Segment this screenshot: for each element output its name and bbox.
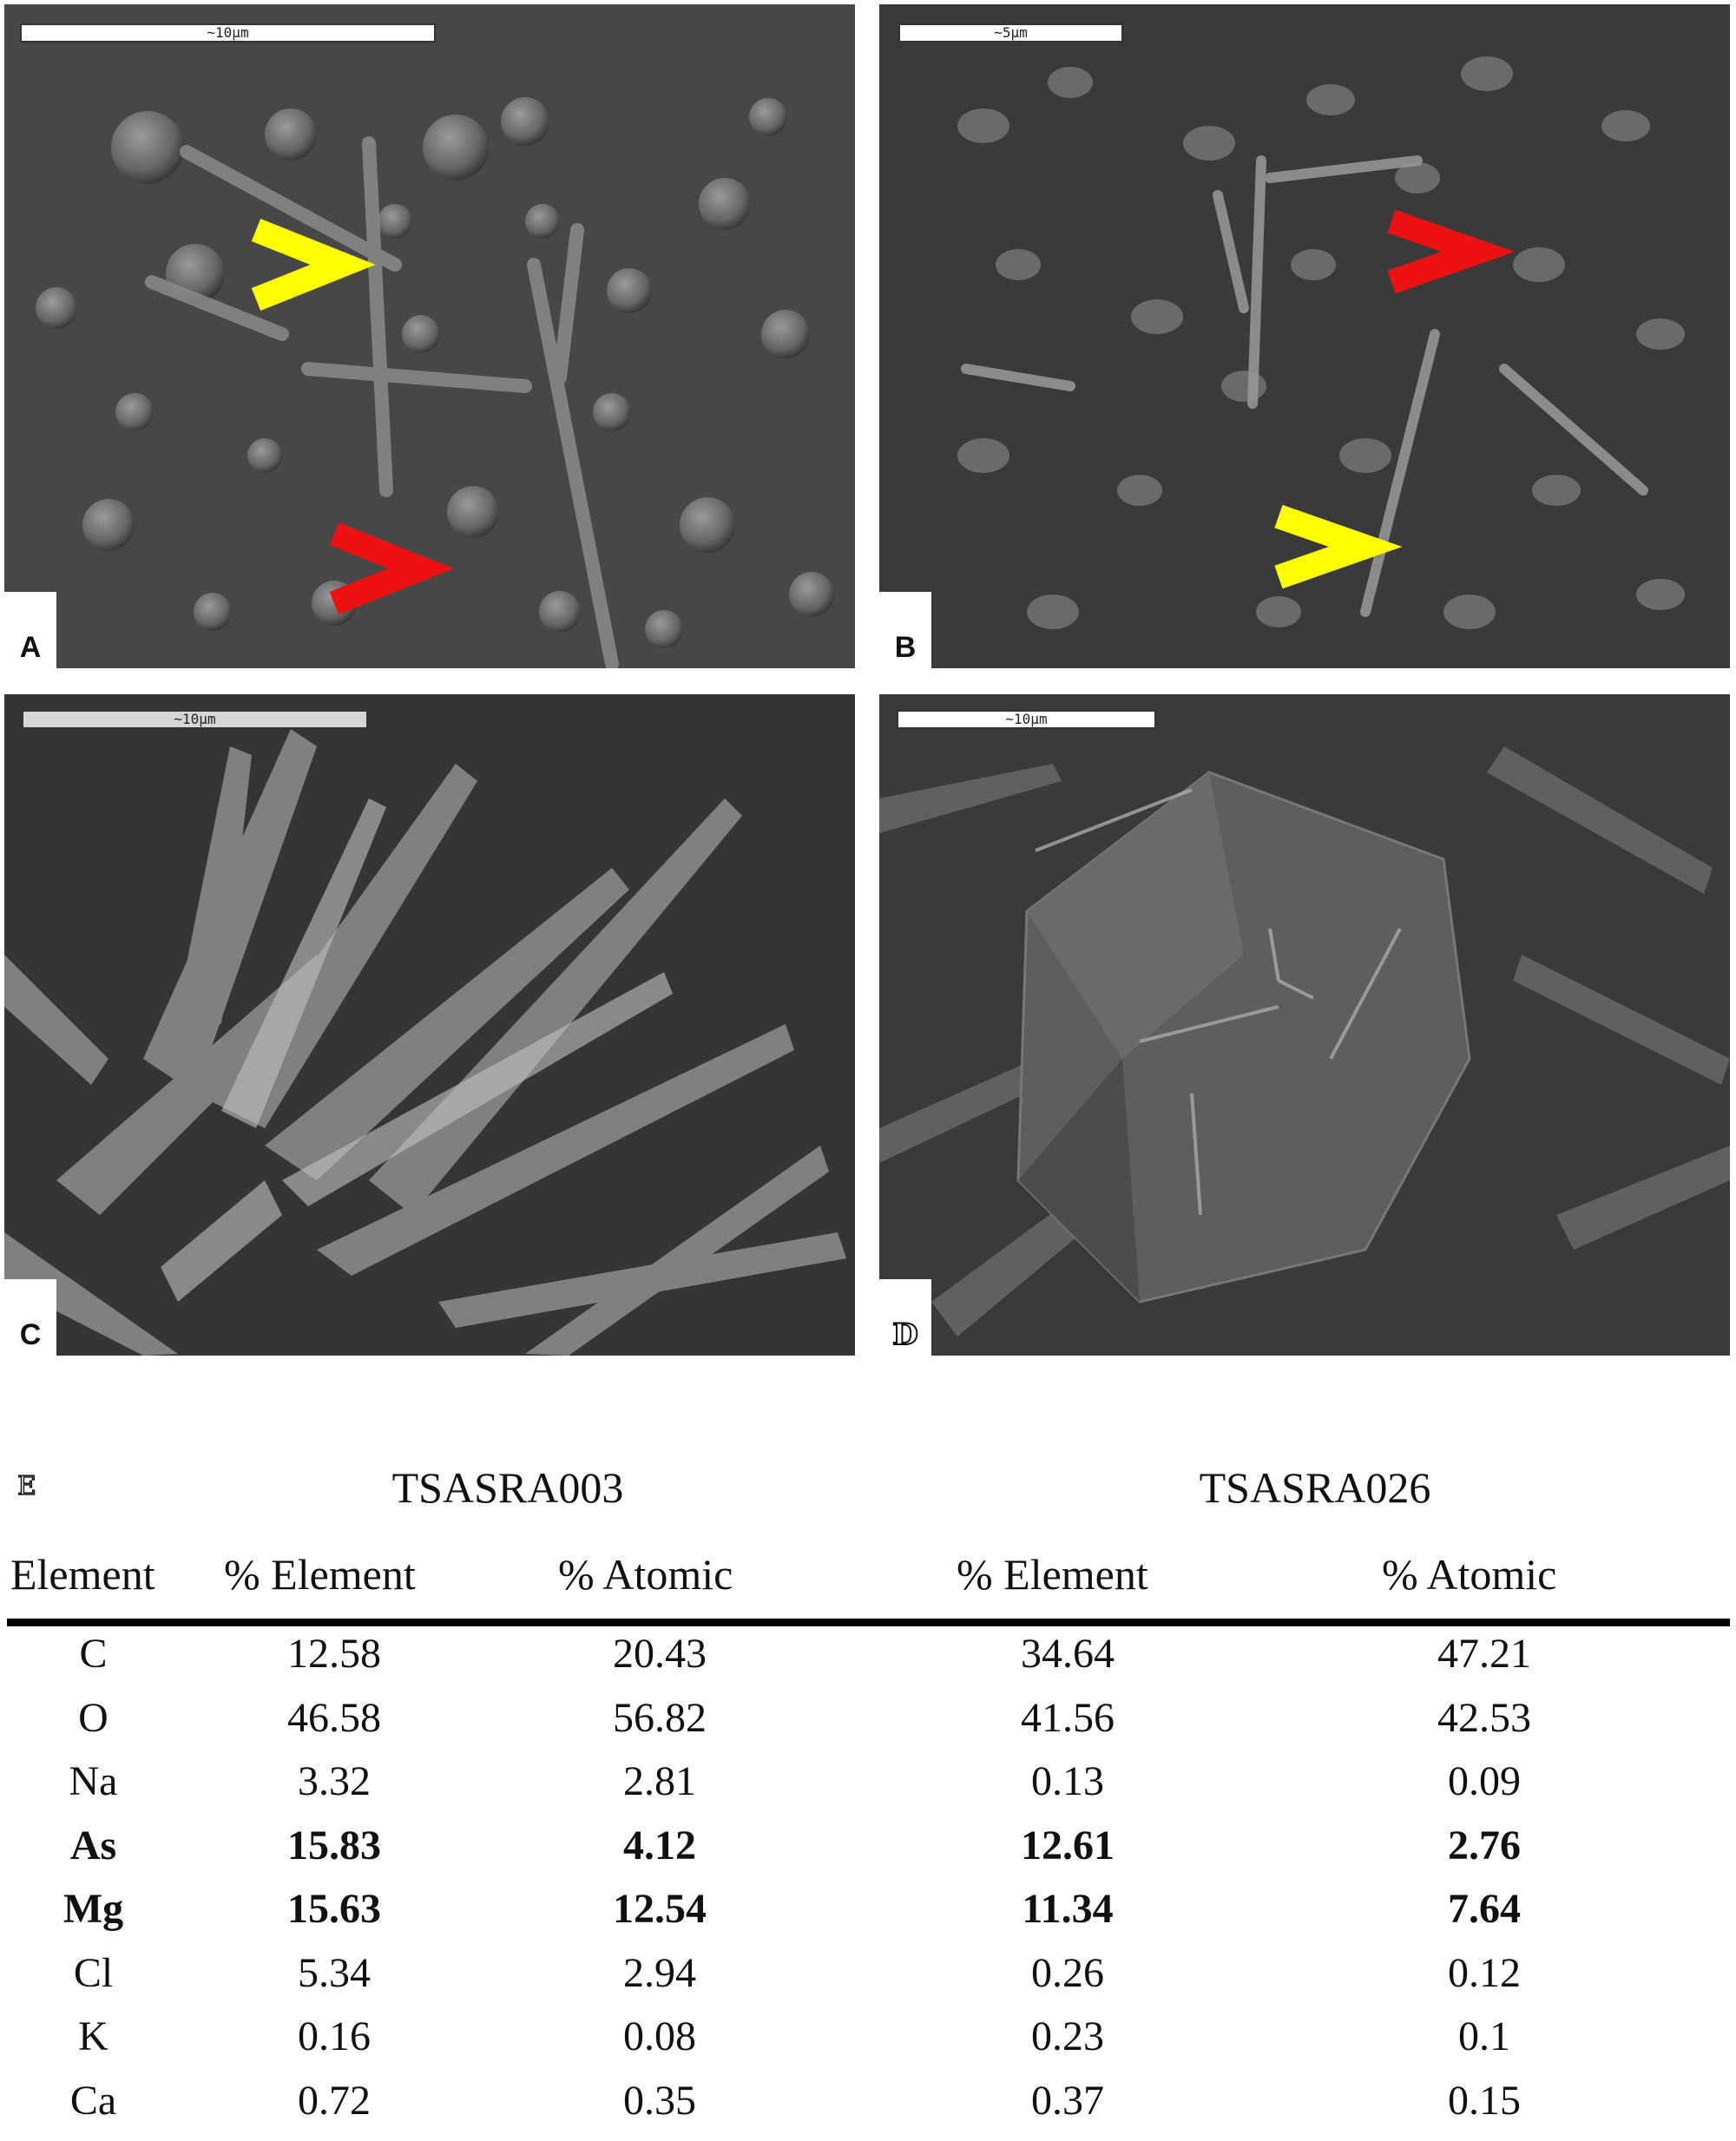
table-cell-s1-atomic: 2.81 xyxy=(623,1758,696,1804)
sem-panel-a: ~10µm A xyxy=(4,4,855,668)
table-row: Mg 15.63 12.54 11.34 7.64 xyxy=(0,1885,1736,1949)
table-cell-s2-element: 0.13 xyxy=(1031,1758,1104,1804)
table-row: As 15.83 4.12 12.61 2.76 xyxy=(0,1822,1736,1886)
table-header-rule xyxy=(7,1619,1730,1626)
table-row: C 12.58 20.43 34.64 47.21 xyxy=(0,1630,1736,1694)
table-cell-s2-atomic: 0.12 xyxy=(1448,1949,1521,1996)
table-cell-element: As xyxy=(69,1822,117,1868)
table-cell-s2-atomic: 47.21 xyxy=(1437,1631,1531,1677)
table-row: Cl 5.34 2.94 0.26 0.12 xyxy=(0,1949,1736,2013)
yellow-arrowhead-icon xyxy=(251,219,376,311)
table-cell-s2-atomic: 42.53 xyxy=(1437,1694,1531,1741)
table-cell-s1-element: 15.83 xyxy=(287,1822,381,1868)
sem-panel-c: ~10µm C xyxy=(4,694,855,1356)
table-cell-s2-element: 0.26 xyxy=(1031,1949,1104,1996)
table-cell-s2-element: 0.23 xyxy=(1031,2013,1104,2059)
sem-panel-d: ~10µm D xyxy=(879,694,1730,1356)
table-cell-s1-atomic: 2.94 xyxy=(623,1949,696,1996)
table-cell-element: Na xyxy=(69,1758,118,1804)
table-cell-s2-element: 12.61 xyxy=(1021,1822,1115,1868)
table-cell-s2-atomic: 0.15 xyxy=(1448,2077,1521,2124)
sem-image-a xyxy=(4,4,855,668)
table-cell-s2-element: 11.34 xyxy=(1022,1886,1114,1932)
panel-label-d: D xyxy=(879,1279,931,1356)
scale-bar-b: ~5µm xyxy=(898,23,1123,43)
panel-label-c: C xyxy=(4,1279,56,1356)
scale-bar-c: ~10µm xyxy=(22,710,368,729)
table-row: Ca 0.72 0.35 0.37 0.15 xyxy=(0,2077,1736,2141)
scale-bar-a: ~10µm xyxy=(20,23,436,43)
sample-header-1: TSASRA003 xyxy=(391,1463,624,1512)
scale-bar-d: ~10µm xyxy=(897,710,1156,729)
table-cell-s2-atomic: 7.64 xyxy=(1448,1886,1521,1932)
table-cell-s2-atomic: 0.09 xyxy=(1448,1758,1521,1804)
table-label-e: E xyxy=(16,1470,36,1502)
table-row: O 46.58 56.82 41.56 42.53 xyxy=(0,1694,1736,1758)
col-header-s1-atomic: % Atomic xyxy=(558,1550,733,1599)
panel-label-a: A xyxy=(4,592,56,668)
yellow-arrowhead-icon xyxy=(1274,504,1403,589)
table-cell-s1-atomic: 56.82 xyxy=(613,1694,707,1741)
table-cell-s1-element: 12.58 xyxy=(287,1631,381,1677)
table-cell-element: Cl xyxy=(73,1949,114,1996)
table-cell-s1-element: 0.16 xyxy=(298,2013,371,2059)
table-cell-s1-atomic: 20.43 xyxy=(613,1631,707,1677)
table-cell-element: Ca xyxy=(69,2077,117,2124)
table-cell-s1-atomic: 4.12 xyxy=(623,1822,696,1868)
red-arrowhead-icon xyxy=(1387,209,1516,294)
table-cell-s1-atomic: 0.08 xyxy=(623,2013,696,2059)
table-cell-s2-element: 0.37 xyxy=(1031,2077,1104,2124)
table-cell-element: Mg xyxy=(62,1886,124,1932)
table-cell-s1-element: 5.34 xyxy=(298,1949,371,1996)
sem-image-c xyxy=(4,694,855,1356)
table-cell-element: K xyxy=(78,2013,108,2059)
col-header-s1-element: % Element xyxy=(224,1550,416,1599)
col-header-s2-atomic: % Atomic xyxy=(1382,1550,1557,1599)
sem-image-d xyxy=(879,694,1730,1356)
sample-header-2: TSASRA026 xyxy=(1199,1463,1431,1512)
table-cell-element: C xyxy=(79,1631,108,1677)
table-cell-s1-element: 0.72 xyxy=(298,2077,371,2124)
table-row: K 0.16 0.08 0.23 0.1 xyxy=(0,2013,1736,2077)
red-arrowhead-icon xyxy=(329,522,454,614)
table-cell-s2-atomic: 0.1 xyxy=(1458,2013,1510,2059)
table-cell-s1-atomic: 0.35 xyxy=(623,2077,696,2124)
col-header-s2-element: % Element xyxy=(957,1550,1148,1599)
col-header-element: Element xyxy=(10,1550,155,1599)
table-cell-s2-element: 34.64 xyxy=(1021,1631,1115,1677)
table-cell-s1-element: 15.63 xyxy=(287,1886,381,1932)
table-cell-element: O xyxy=(78,1694,108,1741)
table-cell-s1-element: 46.58 xyxy=(287,1694,381,1741)
table-cell-s1-atomic: 12.54 xyxy=(613,1886,707,1932)
table-row: Na 3.32 2.81 0.13 0.09 xyxy=(0,1757,1736,1822)
panel-label-b: B xyxy=(879,592,931,668)
sem-image-b xyxy=(879,4,1730,668)
table-cell-s2-atomic: 2.76 xyxy=(1448,1822,1521,1868)
table-cell-s1-element: 3.32 xyxy=(298,1758,371,1804)
table-cell-s2-element: 41.56 xyxy=(1021,1694,1115,1741)
sem-panel-b: ~5µm B xyxy=(879,4,1730,668)
